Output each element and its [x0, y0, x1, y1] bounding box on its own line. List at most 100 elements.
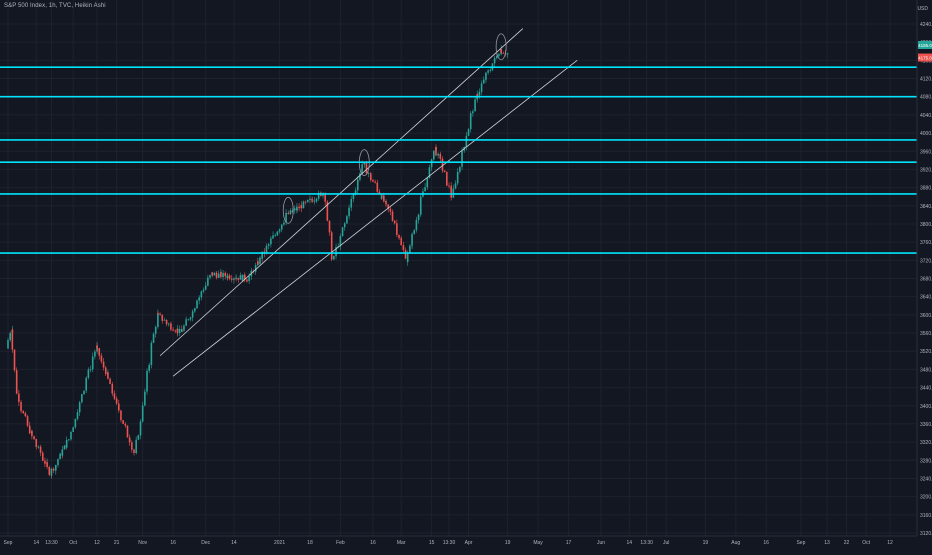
- candle: [498, 52, 500, 57]
- candle-body: [7, 339, 9, 349]
- candle-body: [270, 238, 272, 241]
- candle-body: [28, 425, 31, 434]
- y-tick-label: 3960.0: [920, 149, 932, 155]
- y-tick-label: 3760.0: [920, 240, 932, 246]
- candle-body: [417, 214, 420, 220]
- y-tick-label: 3800.0: [920, 222, 932, 228]
- candle-body: [441, 167, 444, 171]
- candle-body: [306, 200, 309, 201]
- candle-body: [285, 212, 287, 218]
- candle: [18, 389, 20, 406]
- candle-body: [100, 358, 103, 362]
- candle: [111, 384, 114, 397]
- candle: [20, 404, 22, 414]
- candle-body: [198, 297, 200, 301]
- candle: [61, 445, 64, 457]
- candle-body: [291, 210, 294, 213]
- candle-body: [276, 231, 279, 235]
- candle: [430, 158, 433, 161]
- x-tick-label: Nov: [138, 540, 147, 546]
- candle: [148, 362, 151, 374]
- candle: [194, 307, 196, 313]
- candle-body: [426, 177, 429, 182]
- candle-body: [13, 349, 16, 371]
- candle: [115, 398, 118, 405]
- x-tick-label: 15: [429, 540, 435, 546]
- candle: [356, 176, 359, 189]
- candle-body: [150, 356, 153, 365]
- candle: [506, 52, 509, 59]
- x-tick-label: Mar: [397, 540, 406, 546]
- x-tick-label: 13:30: [443, 540, 456, 546]
- candle: [333, 255, 335, 261]
- x-tick-label: Jun: [597, 540, 605, 546]
- candle-body: [402, 245, 405, 251]
- candle: [52, 467, 55, 473]
- candle-body: [120, 416, 122, 421]
- candle-body: [63, 445, 66, 450]
- candle: [402, 241, 405, 253]
- candle: [68, 439, 70, 442]
- candle-body: [383, 195, 385, 202]
- candle: [28, 421, 31, 435]
- candle: [15, 367, 18, 392]
- candle: [335, 243, 337, 257]
- x-tick-label: May: [533, 540, 543, 546]
- x-tick-label: Sep: [796, 540, 805, 546]
- candle: [78, 400, 81, 417]
- candle-body: [187, 319, 190, 321]
- x-tick-label: 12: [94, 540, 100, 546]
- candle-body: [46, 462, 48, 467]
- candle: [241, 274, 244, 281]
- candle: [430, 158, 433, 171]
- candle-body: [346, 216, 348, 219]
- candle: [243, 272, 246, 283]
- candle: [246, 278, 248, 282]
- candle-body: [439, 153, 442, 159]
- candle-body: [489, 70, 492, 71]
- candle: [393, 220, 396, 225]
- candle-body: [176, 328, 179, 334]
- candle-body: [254, 265, 257, 272]
- candle: [311, 197, 313, 203]
- candle-body: [341, 227, 344, 233]
- candle: [187, 318, 190, 321]
- candle-body: [365, 164, 368, 174]
- candle: [283, 220, 285, 226]
- candle: [446, 175, 448, 187]
- candle-body: [415, 219, 418, 225]
- candle: [480, 80, 483, 88]
- candle: [24, 411, 27, 418]
- candle-body: [131, 447, 133, 450]
- y-tick-label: 4000.0: [920, 131, 932, 137]
- candle: [309, 195, 311, 204]
- y-tick-label: 3280.0: [920, 458, 932, 464]
- x-tick-label: 19: [505, 540, 511, 546]
- candle-body: [424, 187, 426, 192]
- candle: [235, 274, 237, 279]
- candle: [250, 267, 253, 272]
- candle-layer: [7, 45, 509, 479]
- candle-body: [237, 277, 240, 280]
- candle-body: [167, 323, 170, 325]
- candle-body: [369, 174, 372, 181]
- candle-body: [480, 83, 483, 87]
- candle: [7, 337, 9, 349]
- candle-body: [506, 53, 509, 55]
- candle: [39, 444, 42, 457]
- candle: [98, 347, 101, 360]
- candle-body: [317, 192, 320, 199]
- candle: [176, 328, 179, 337]
- y-tick-label: 3840.0: [920, 204, 932, 210]
- candle-body: [450, 185, 452, 193]
- candle-body: [148, 364, 151, 371]
- candle-body: [163, 319, 166, 321]
- candle: [37, 445, 40, 449]
- candle-body: [226, 275, 229, 278]
- candle: [178, 325, 181, 337]
- candle-body: [356, 186, 359, 191]
- candle-body: [20, 401, 22, 407]
- candle-body: [289, 210, 292, 215]
